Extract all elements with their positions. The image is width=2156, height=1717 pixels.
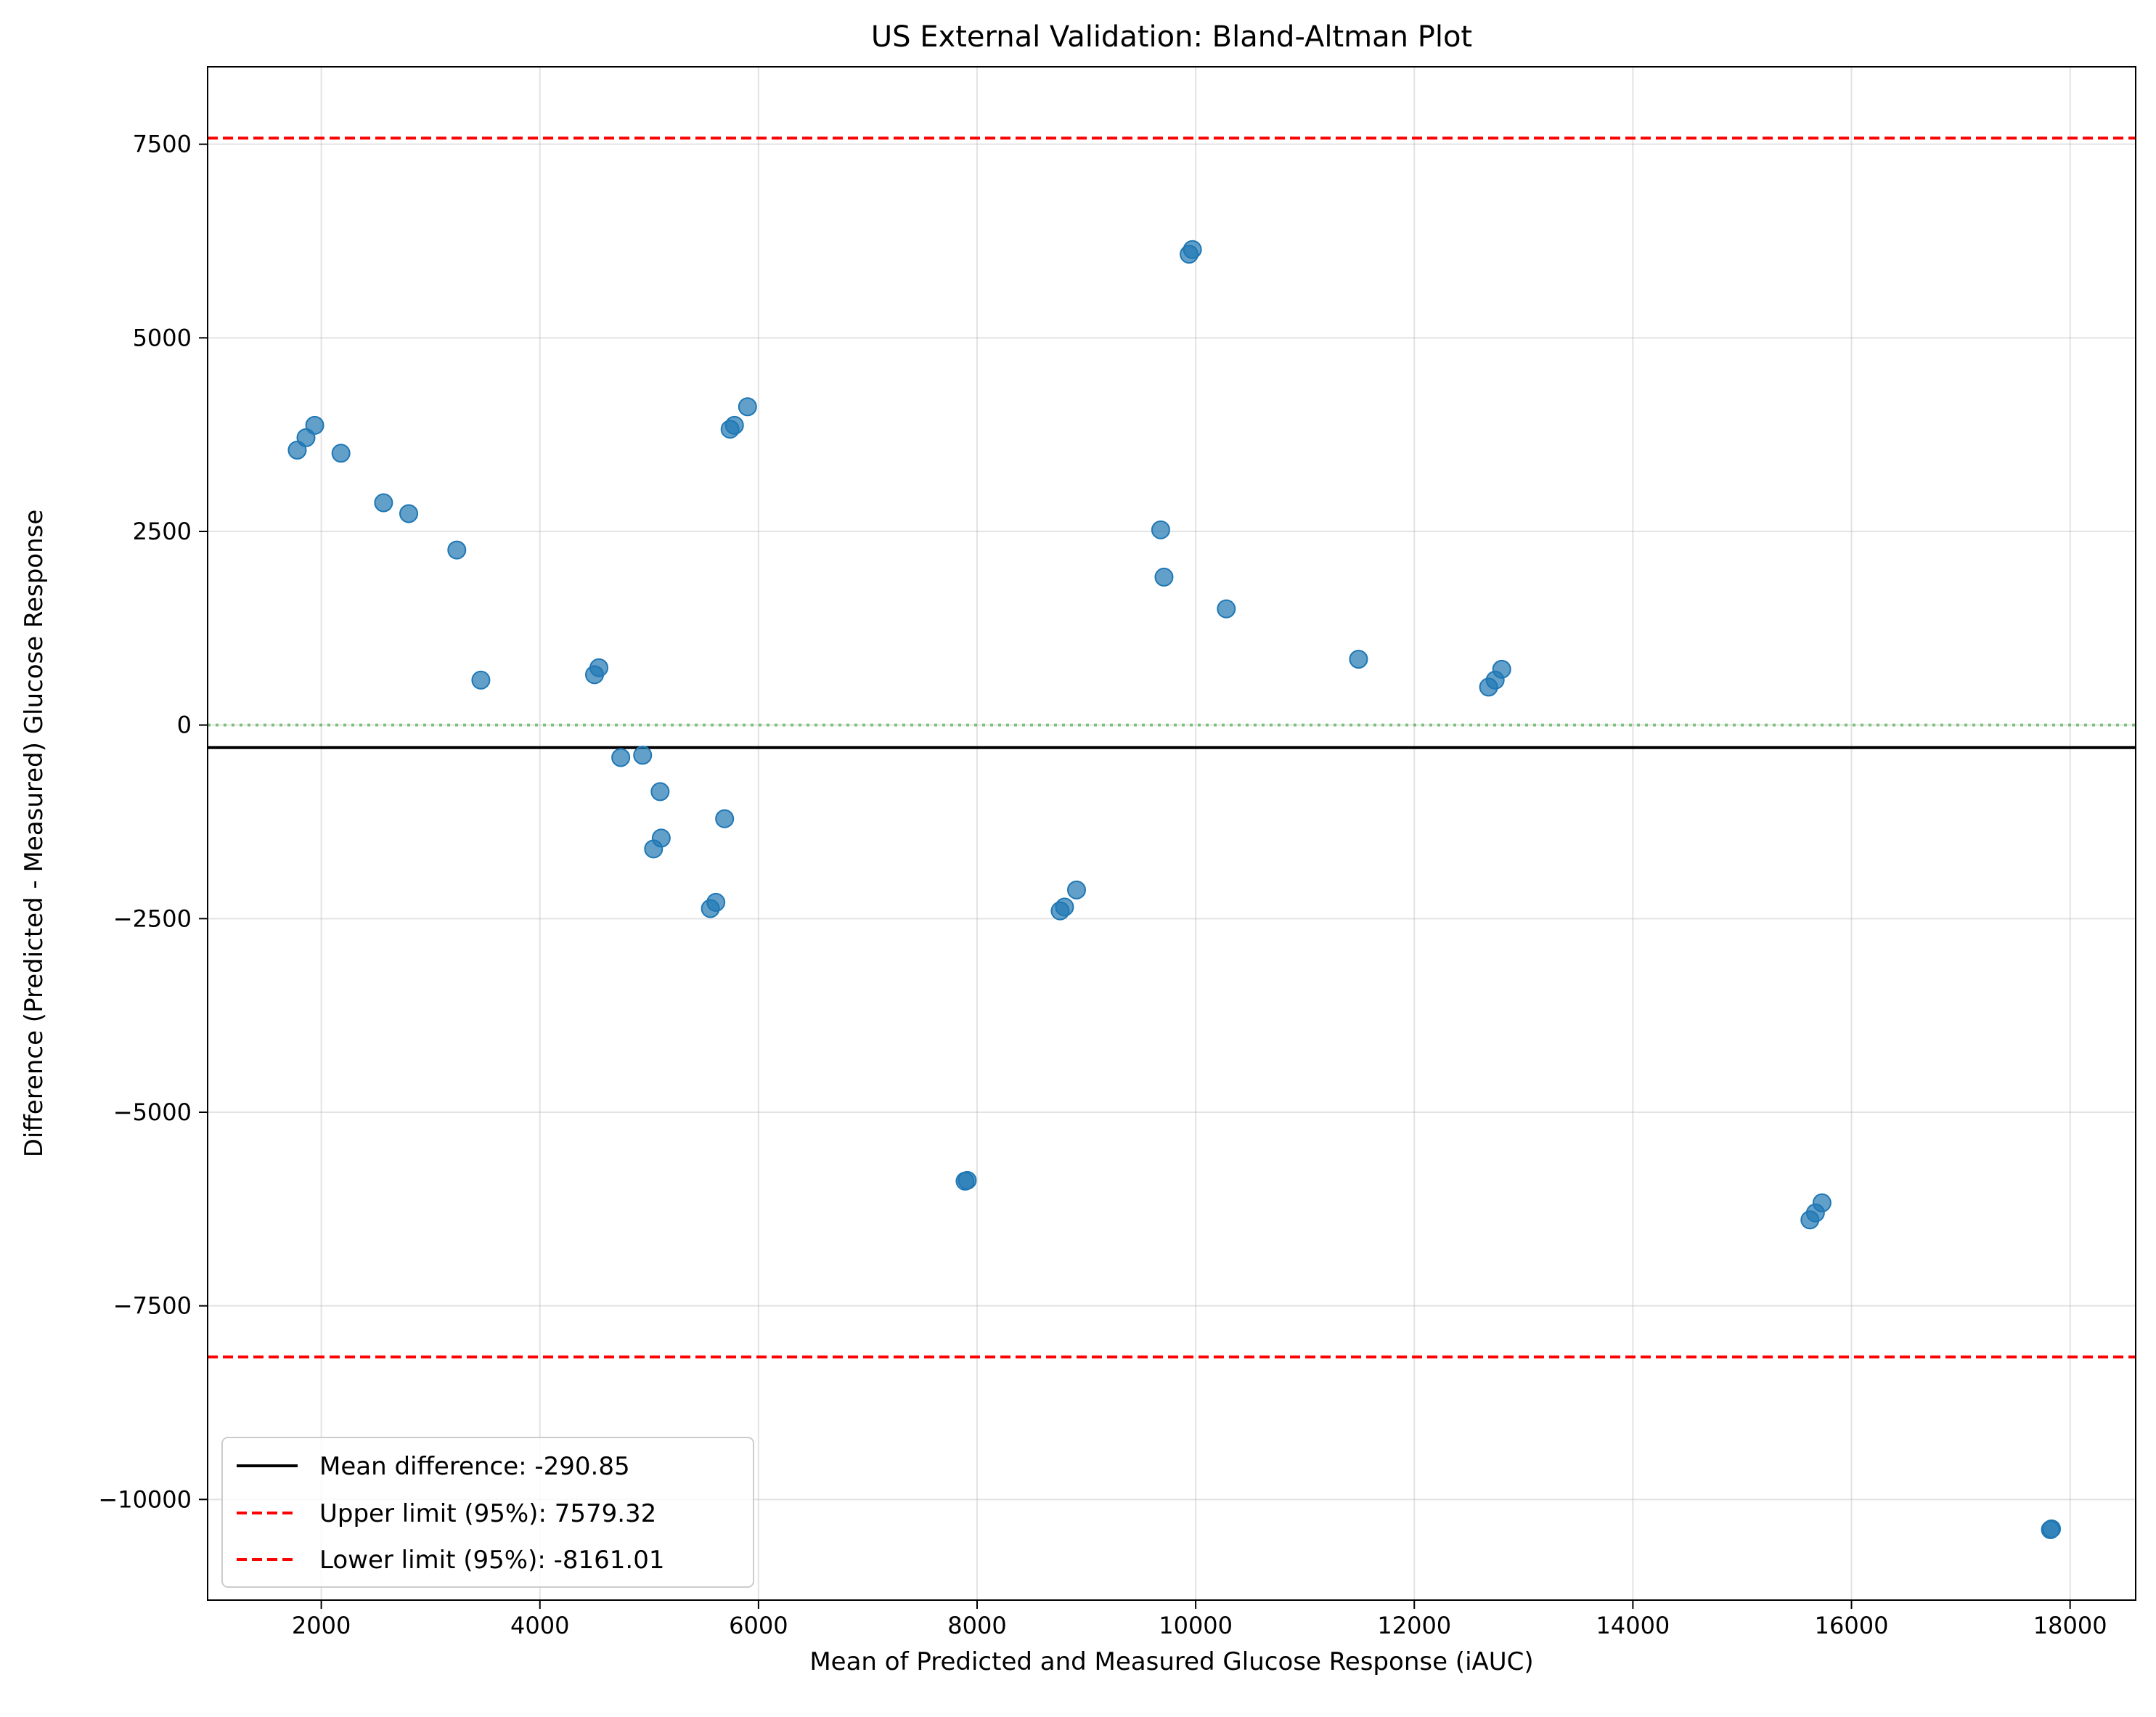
plot-frame: [207, 66, 2136, 1601]
legend-label-upper: Upper limit (95%): 7579.32: [319, 1499, 656, 1528]
legend-box: [221, 1437, 754, 1588]
data-point-9: [589, 658, 609, 677]
y-tick-label-7: 7500: [133, 131, 192, 158]
chart-title: US External Validation: Bland-Altman Plo…: [871, 20, 1472, 54]
y-tick-label-4: 0: [177, 711, 192, 739]
x-tick-label-2: 6000: [729, 1612, 788, 1639]
x-axis-label: Mean of Predicted and Measured Glucose R…: [809, 1647, 1533, 1676]
y-tick-label-1: −7500: [113, 1292, 192, 1320]
data-point-34: [1492, 659, 1511, 679]
x-tick-label-4: 10000: [1159, 1612, 1233, 1639]
data-point-29: [1183, 240, 1202, 259]
y-tick-label-0: −10000: [98, 1485, 192, 1513]
data-point-2: [305, 415, 324, 435]
data-point-6: [447, 540, 467, 560]
data-point-26: [1151, 520, 1170, 539]
data-point-30: [1217, 599, 1236, 619]
legend: Mean difference: -290.85 Upper limit (95…: [221, 1437, 754, 1588]
x-tick-label-6: 14000: [1596, 1612, 1670, 1639]
data-points: [287, 240, 2062, 1539]
data-point-31: [1349, 650, 1368, 669]
data-point-11: [633, 746, 653, 765]
reference-lines: [208, 136, 2136, 1359]
y-axis-ticks: −10000 −7500 −5000 −2500 0 2500 5000 7500: [98, 131, 208, 1513]
data-point-3: [331, 444, 351, 463]
y-tick-label-3: −2500: [113, 905, 192, 932]
y-tick-label-6: 5000: [133, 324, 192, 351]
data-point-24: [1055, 897, 1074, 917]
data-point-22: [957, 1170, 977, 1190]
x-tick-label-1: 4000: [510, 1612, 569, 1639]
legend-label-lower: Lower limit (95%): -8161.01: [319, 1546, 665, 1575]
data-point-12: [650, 782, 670, 802]
data-point-5: [399, 504, 419, 523]
data-point-20: [738, 397, 757, 417]
data-point-27: [1154, 567, 1174, 587]
data-point-19: [724, 415, 744, 435]
data-point-37: [1812, 1193, 1832, 1212]
data-point-17: [715, 809, 735, 828]
data-point-25: [1067, 880, 1087, 900]
data-point-39: [2042, 1519, 2062, 1538]
x-tick-label-7: 16000: [1815, 1612, 1889, 1639]
x-tick-label-0: 2000: [292, 1612, 351, 1639]
data-point-16: [706, 892, 726, 912]
x-axis-ticks: 2000 4000 6000 8000 10000 12000 14000 16000 1800…: [292, 1600, 2107, 1639]
x-tick-label-5: 12000: [1377, 1612, 1451, 1639]
data-point-7: [471, 670, 491, 690]
x-tick-label-3: 8000: [947, 1612, 1006, 1639]
legend-label-mean: Mean difference: -290.85: [319, 1452, 630, 1481]
x-tick-label-8: 18000: [2033, 1612, 2107, 1639]
grid: [208, 67, 2136, 1600]
y-tick-label-2: −5000: [113, 1098, 192, 1126]
y-tick-label-5: 2500: [133, 518, 192, 545]
y-axis-label: Difference (Predicted - Measured) Glucos…: [20, 510, 49, 1158]
data-point-14: [644, 839, 663, 859]
data-point-4: [374, 493, 393, 513]
data-point-10: [611, 748, 631, 767]
